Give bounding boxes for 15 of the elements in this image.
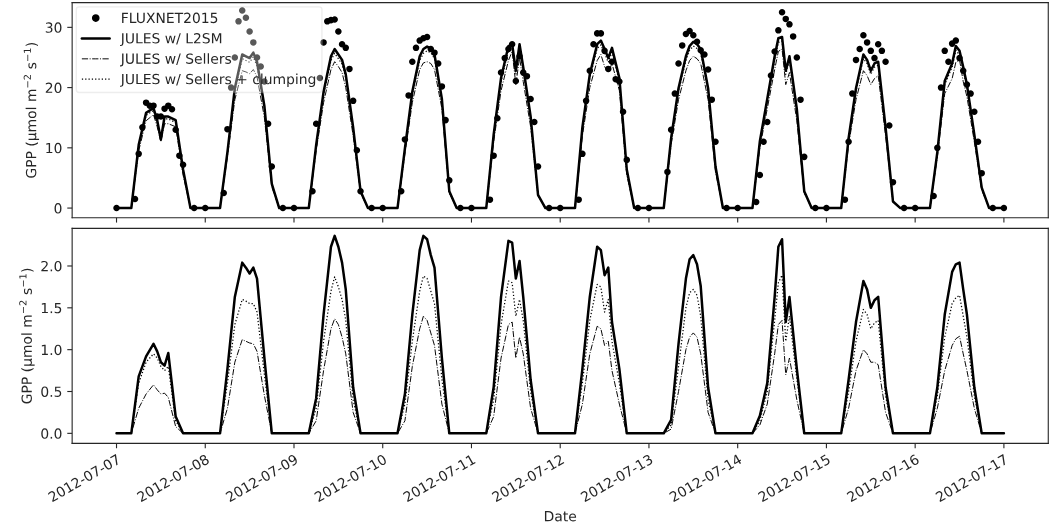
y-tick-label: 0.5 — [41, 386, 62, 397]
legend-label: JULES w/ Sellers — [120, 53, 232, 67]
x-axis-title: Date — [544, 511, 577, 522]
y-tick-label: 20 — [45, 82, 62, 94]
y-tick-label: 30 — [45, 22, 62, 33]
y-tick-label: 1.5 — [41, 302, 62, 314]
y-tick-label: 2.0 — [41, 260, 62, 272]
y-axis-title: GPP (μmol m$^{−2}$ s$^{−1}$) — [19, 268, 35, 404]
legend-label: JULES w/ L2SM — [120, 33, 222, 47]
y-tick-label: 0.0 — [41, 428, 62, 439]
y-tick-label: 0 — [54, 203, 62, 214]
legend-label: FLUXNET2015 — [122, 12, 218, 24]
y-tick-label: 10 — [46, 142, 62, 154]
y-axis-title: GPP (μmol m$^{−2}$ s$^{−1}$) — [23, 43, 40, 178]
y-tick-label: 1.0 — [41, 344, 62, 356]
